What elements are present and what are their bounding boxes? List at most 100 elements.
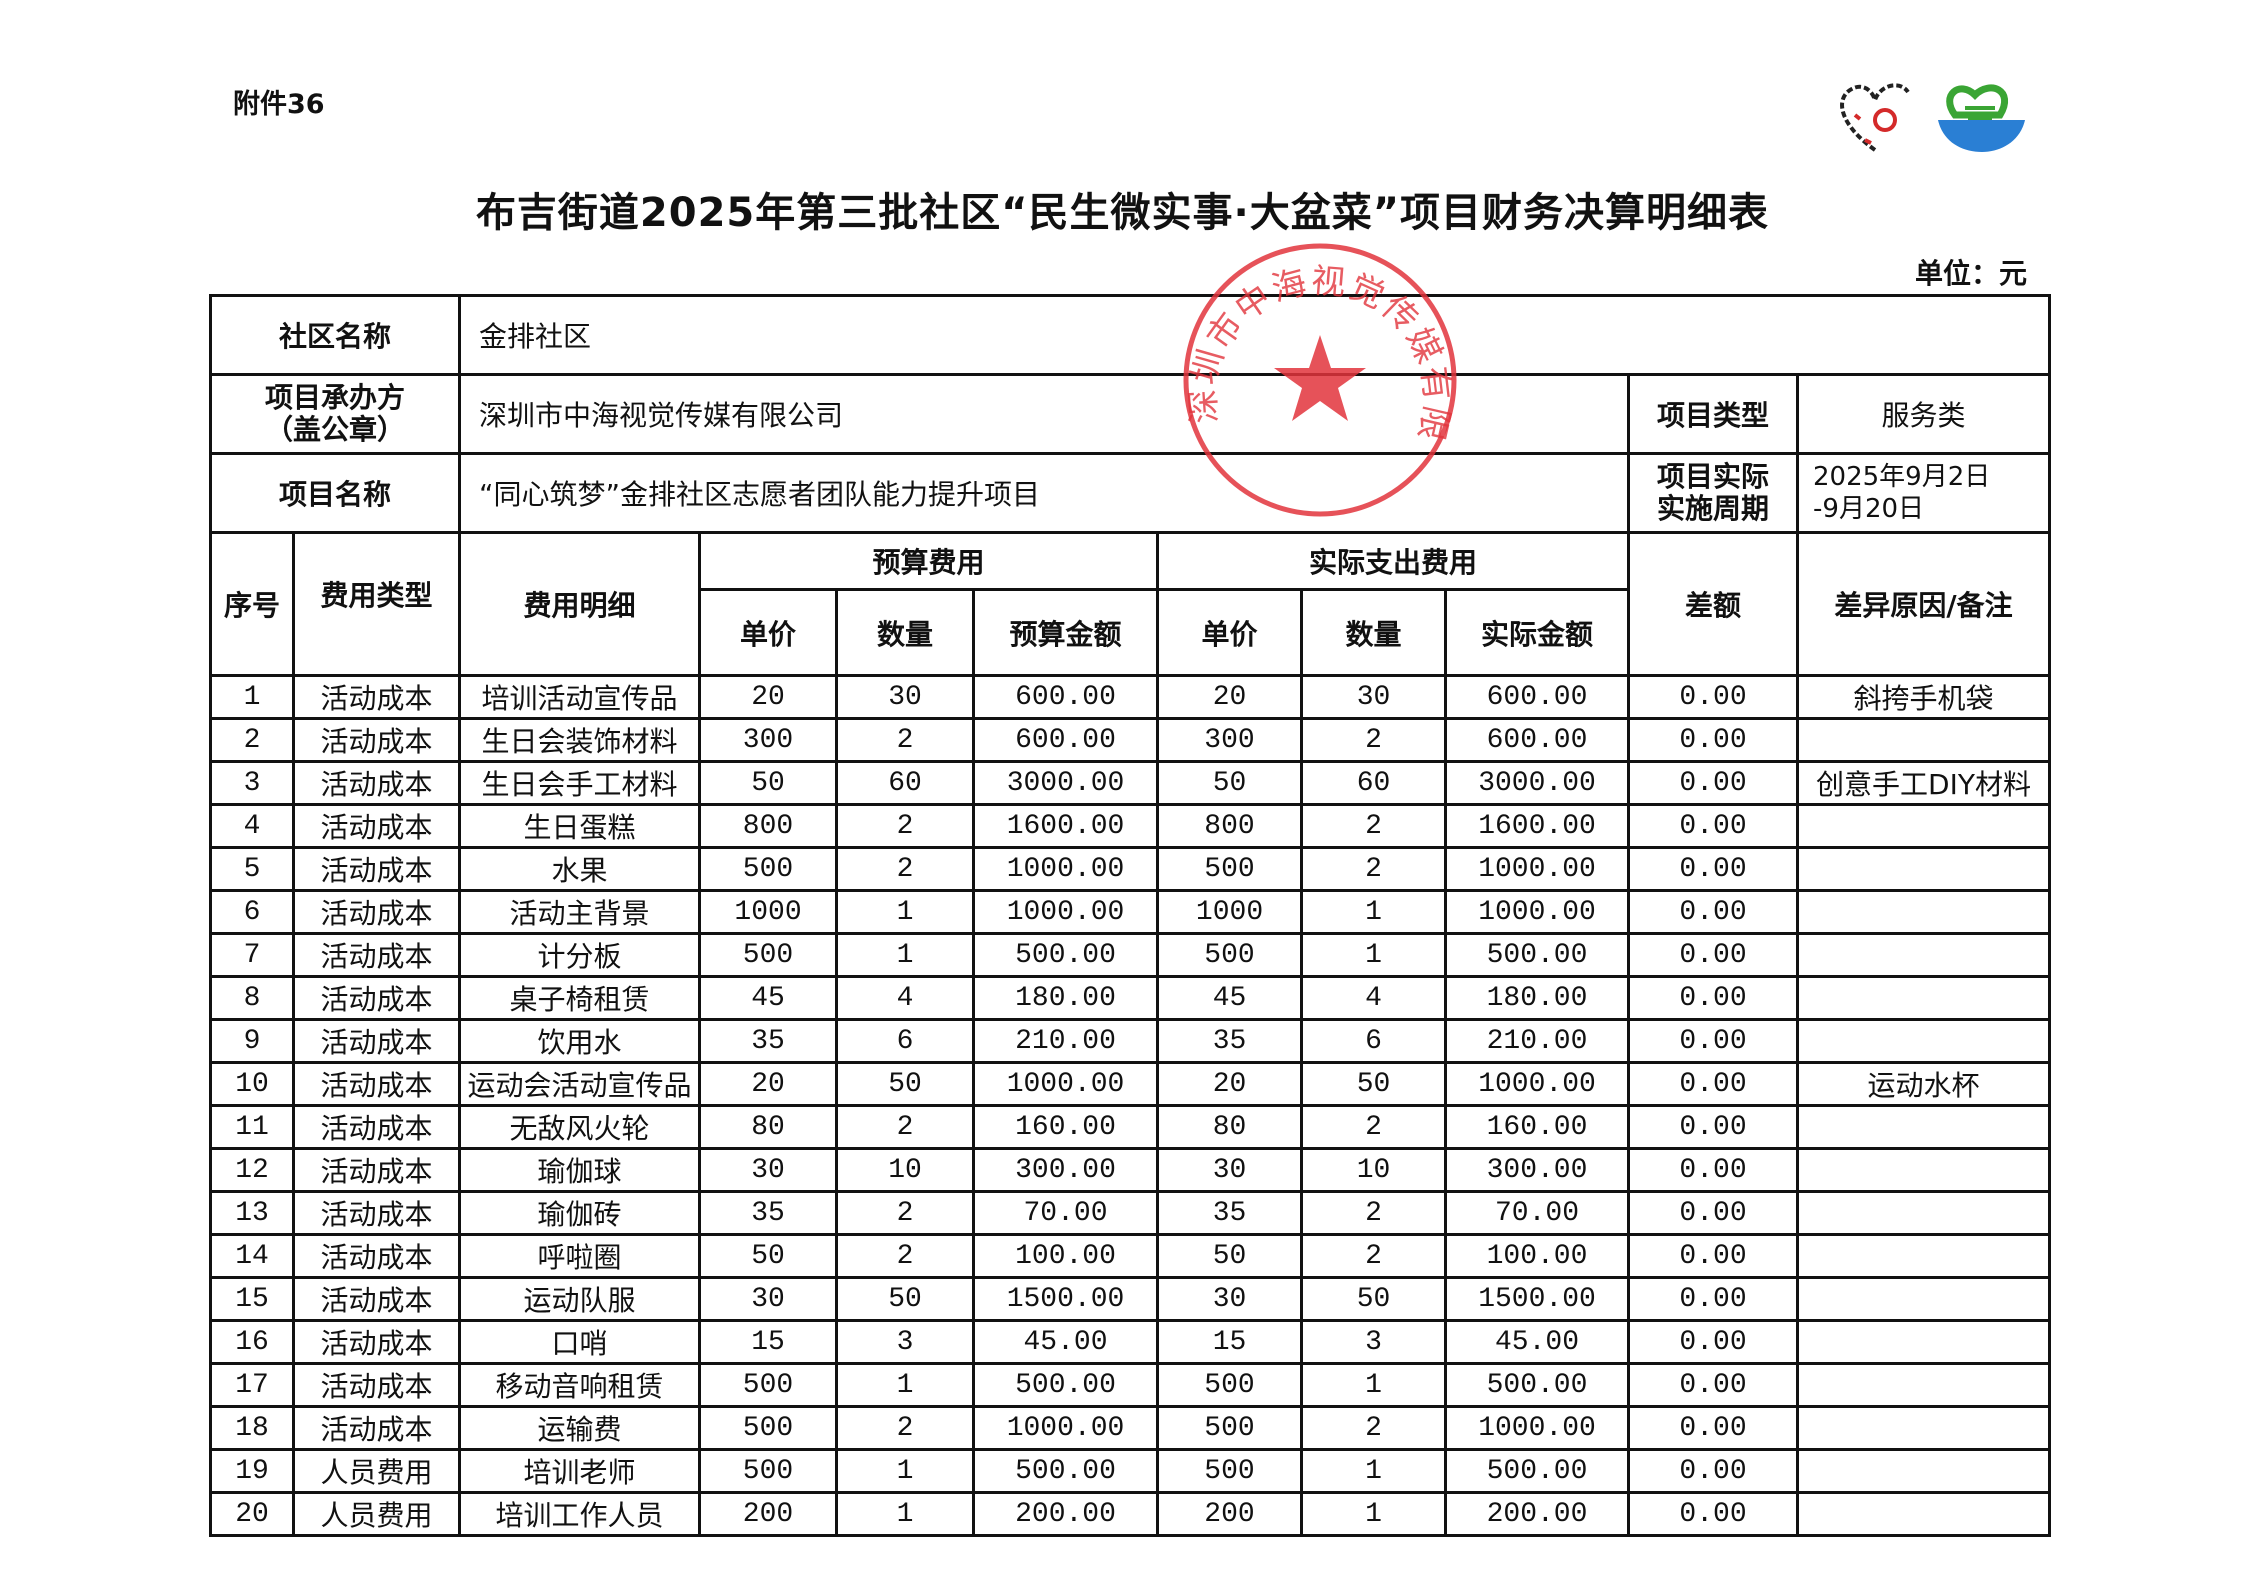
cell-quantity: 50 xyxy=(835,1061,976,1107)
cell-category: 活动成本 xyxy=(291,975,462,1021)
table-row: 12 活动成本 瑜伽球 30 10 300.00 30 10 300.00 0.00 xyxy=(209,1147,2052,1193)
cell-remark xyxy=(1796,846,2052,892)
community-label: 社区名称 xyxy=(208,294,462,376)
cell-budget-amount: 1000.00 xyxy=(972,846,1160,892)
cell-budget-amount: 500.00 xyxy=(972,1362,1160,1408)
cell-seq: 2 xyxy=(209,717,295,763)
cell-detail: 培训老师 xyxy=(458,1448,702,1494)
header-detail: 费用明细 xyxy=(458,531,702,677)
cell-actual-quantity: 2 xyxy=(1300,1233,1448,1279)
header-category: 费用类型 xyxy=(291,531,462,677)
cell-unit-price: 500 xyxy=(698,1405,839,1451)
cell-detail: 生日会手工材料 xyxy=(458,760,702,806)
cell-detail: 无敌风火轮 xyxy=(458,1104,702,1150)
type-value: 服务类 xyxy=(1796,373,2052,455)
cell-detail: 活动主背景 xyxy=(458,889,702,935)
cell-actual-quantity: 1 xyxy=(1300,932,1448,978)
unit-label: 单位：元 xyxy=(1915,257,2028,290)
cell-quantity: 6 xyxy=(835,1018,976,1064)
cell-actual-unit-price: 500 xyxy=(1156,846,1304,892)
cell-actual-unit-price: 50 xyxy=(1156,1233,1304,1279)
cell-actual-unit-price: 15 xyxy=(1156,1319,1304,1365)
cell-difference: 0.00 xyxy=(1627,846,1800,892)
cell-seq: 12 xyxy=(209,1147,295,1193)
cell-detail: 运动会活动宣传品 xyxy=(458,1061,702,1107)
cell-category: 活动成本 xyxy=(291,1018,462,1064)
cell-actual-amount: 200.00 xyxy=(1444,1491,1631,1537)
table-row: 1 活动成本 培训活动宣传品 20 30 600.00 20 30 600.00 0.00 斜挎手机… xyxy=(209,674,2052,720)
cell-detail: 瑜伽砖 xyxy=(458,1190,702,1236)
cell-unit-price: 20 xyxy=(698,1061,839,1107)
header-difference: 差额 xyxy=(1627,531,1800,677)
header-budget-amount: 预算金额 xyxy=(972,588,1160,677)
cell-actual-amount: 210.00 xyxy=(1444,1018,1631,1064)
cell-actual-quantity: 1 xyxy=(1300,1362,1448,1408)
cell-seq: 5 xyxy=(209,846,295,892)
cell-difference: 0.00 xyxy=(1627,1319,1800,1365)
table-row: 20 人员费用 培训工作人员 200 1 200.00 200 1 200.00 0.00 xyxy=(209,1491,2052,1537)
cell-budget-amount: 1000.00 xyxy=(972,1405,1160,1451)
cell-actual-amount: 1600.00 xyxy=(1444,803,1631,849)
cell-remark xyxy=(1796,975,2052,1021)
cell-budget-amount: 1500.00 xyxy=(972,1276,1160,1322)
cell-unit-price: 15 xyxy=(698,1319,839,1365)
cell-difference: 0.00 xyxy=(1627,1405,1800,1451)
cell-difference: 0.00 xyxy=(1627,1448,1800,1494)
cell-actual-quantity: 50 xyxy=(1300,1276,1448,1322)
cell-category: 活动成本 xyxy=(291,760,462,806)
cell-quantity: 2 xyxy=(835,1104,976,1150)
cell-category: 活动成本 xyxy=(291,1061,462,1107)
cell-difference: 0.00 xyxy=(1627,1491,1800,1537)
header-unit-price: 单价 xyxy=(698,588,839,677)
cell-actual-amount: 500.00 xyxy=(1444,1362,1631,1408)
cell-unit-price: 50 xyxy=(698,760,839,806)
cell-remark xyxy=(1796,1276,2052,1322)
financial-table: 社区名称 金排社区 项目承办方 （盖公章） 深圳市中海视觉传媒有限公司 项目类型 … xyxy=(208,294,2052,1537)
cell-category: 活动成本 xyxy=(291,1104,462,1150)
cell-actual-quantity: 10 xyxy=(1300,1147,1448,1193)
cell-difference: 0.00 xyxy=(1627,1190,1800,1236)
cell-unit-price: 1000 xyxy=(698,889,839,935)
cell-category: 活动成本 xyxy=(291,932,462,978)
cell-remark xyxy=(1796,717,2052,763)
cell-category: 活动成本 xyxy=(291,674,462,720)
cell-unit-price: 300 xyxy=(698,717,839,763)
cell-remark: 斜挎手机袋 xyxy=(1796,674,2052,720)
organizer-label-line1: 项目承办方 xyxy=(265,381,406,414)
period-label-line2: 实施周期 xyxy=(1657,492,1770,525)
cell-seq: 20 xyxy=(209,1491,295,1537)
type-label: 项目类型 xyxy=(1627,373,1800,455)
cell-actual-amount: 500.00 xyxy=(1444,1448,1631,1494)
cell-budget-amount: 180.00 xyxy=(972,975,1160,1021)
logos xyxy=(1840,83,2025,152)
cell-actual-amount: 45.00 xyxy=(1444,1319,1631,1365)
cell-seq: 6 xyxy=(209,889,295,935)
cell-unit-price: 500 xyxy=(698,846,839,892)
cell-actual-amount: 100.00 xyxy=(1444,1233,1631,1279)
cell-budget-amount: 160.00 xyxy=(972,1104,1160,1150)
cell-quantity: 2 xyxy=(835,1405,976,1451)
cell-quantity: 2 xyxy=(835,846,976,892)
cell-seq: 3 xyxy=(209,760,295,806)
cell-remark xyxy=(1796,1233,2052,1279)
header-actual: 实际支出费用 xyxy=(1156,531,1631,591)
community-row: 社区名称 金排社区 xyxy=(208,294,2052,376)
cell-budget-amount: 45.00 xyxy=(972,1319,1160,1365)
cell-seq: 19 xyxy=(209,1448,295,1494)
header-actual-quantity: 数量 xyxy=(1300,588,1448,677)
table-row: 9 活动成本 饮用水 35 6 210.00 35 6 210.00 0.00 xyxy=(209,1018,2052,1064)
cell-actual-quantity: 3 xyxy=(1300,1319,1448,1365)
cell-unit-price: 500 xyxy=(698,1448,839,1494)
cell-actual-unit-price: 800 xyxy=(1156,803,1304,849)
cell-actual-unit-price: 1000 xyxy=(1156,889,1304,935)
cell-actual-quantity: 1 xyxy=(1300,889,1448,935)
cell-category: 活动成本 xyxy=(291,1147,462,1193)
cell-actual-quantity: 2 xyxy=(1300,1405,1448,1451)
cell-seq: 7 xyxy=(209,932,295,978)
cell-budget-amount: 1000.00 xyxy=(972,1061,1160,1107)
cell-actual-amount: 1000.00 xyxy=(1444,889,1631,935)
organizer-label-line2: （盖公章） xyxy=(265,413,406,446)
cell-budget-amount: 300.00 xyxy=(972,1147,1160,1193)
period-start: 2025年9月2日 xyxy=(1813,462,1991,492)
cell-quantity: 1 xyxy=(835,889,976,935)
